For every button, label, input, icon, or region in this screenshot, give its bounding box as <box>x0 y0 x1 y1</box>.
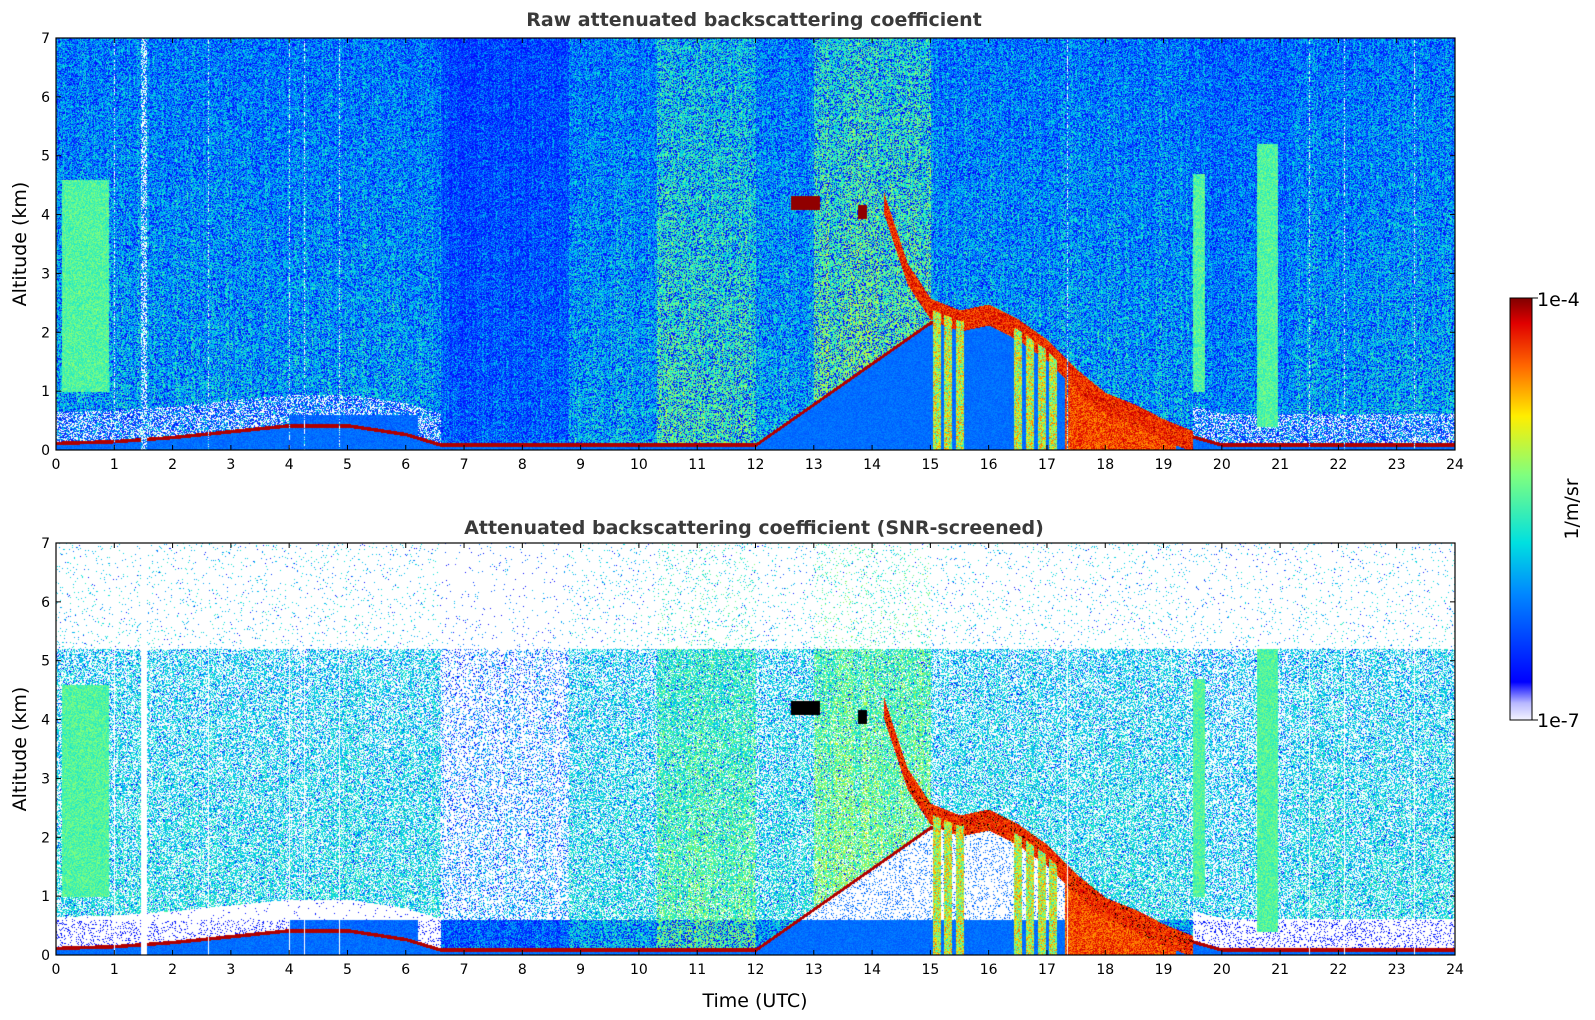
y-tick-label: 1 <box>41 889 50 905</box>
x-tick-label: 2 <box>168 962 177 978</box>
x-tick-label: 17 <box>1038 962 1056 978</box>
y-tick-label: 3 <box>41 266 50 282</box>
x-tick-label: 18 <box>1096 457 1114 473</box>
x-tick-label: 6 <box>401 962 410 978</box>
x-tick-label: 8 <box>518 457 527 473</box>
x-tick-label: 5 <box>343 962 352 978</box>
x-tick-label: 1 <box>110 457 119 473</box>
x-tick-label: 4 <box>285 457 294 473</box>
x-tick-label: 19 <box>1155 962 1173 978</box>
x-tick-label: 13 <box>805 962 823 978</box>
x-tick-label: 0 <box>52 457 61 473</box>
raw-y-axis-label: Altitude (km) <box>9 182 31 307</box>
x-tick-label: 8 <box>518 962 527 978</box>
raw-panel-title: Raw attenuated backscattering coefficien… <box>526 9 982 31</box>
x-tick-label: 22 <box>1330 457 1348 473</box>
x-tick-label: 16 <box>980 962 998 978</box>
y-tick-label: 7 <box>41 536 50 552</box>
x-tick-label: 20 <box>1213 457 1231 473</box>
x-tick-label: 10 <box>630 962 648 978</box>
x-tick-label: 2 <box>168 457 177 473</box>
x-tick-label: 7 <box>460 457 469 473</box>
snr-screened-panel: Attenuated backscattering coefficient (S… <box>9 517 1464 1012</box>
x-tick-label: 12 <box>747 457 765 473</box>
x-tick-label: 24 <box>1446 962 1464 978</box>
screened-panel-title: Attenuated backscattering coefficient (S… <box>464 517 1044 539</box>
raw-y-ticks: 0 1 2 3 4 5 6 7 <box>41 31 1455 459</box>
x-tick-label: 15 <box>921 962 939 978</box>
x-tick-label: 7 <box>460 962 469 978</box>
x-tick-label: 23 <box>1388 457 1406 473</box>
y-tick-label: 4 <box>41 713 50 729</box>
x-tick-label: 12 <box>747 962 765 978</box>
colorbar-min-label: 1e-7 <box>1537 710 1580 732</box>
y-tick-label: 5 <box>41 654 50 670</box>
x-tick-label: 5 <box>343 457 352 473</box>
x-tick-label: 4 <box>285 962 294 978</box>
x-tick-label: 3 <box>226 962 235 978</box>
x-tick-label: 14 <box>863 962 881 978</box>
x-tick-label: 16 <box>980 457 998 473</box>
x-tick-label: 19 <box>1155 457 1173 473</box>
x-axis-label: Time (UTC) <box>701 990 807 1012</box>
x-tick-label: 24 <box>1446 457 1464 473</box>
screened-y-ticks: 0 1 2 3 4 5 6 7 <box>41 536 1455 964</box>
x-tick-label: 9 <box>576 962 585 978</box>
y-tick-label: 2 <box>41 830 50 846</box>
x-tick-label: 22 <box>1330 962 1348 978</box>
x-tick-label: 23 <box>1388 962 1406 978</box>
y-tick-label: 0 <box>41 948 50 964</box>
x-tick-label: 20 <box>1213 962 1231 978</box>
x-tick-label: 1 <box>110 962 119 978</box>
y-tick-label: 7 <box>41 31 50 47</box>
x-tick-label: 18 <box>1096 962 1114 978</box>
x-tick-label: 11 <box>688 457 706 473</box>
colorbar-unit-label: 1/m/sr <box>1561 478 1583 539</box>
y-tick-label: 2 <box>41 325 50 341</box>
colorbar: 1e-4 1e-7 1/m/sr <box>1509 289 1583 732</box>
x-tick-label: 15 <box>921 457 939 473</box>
raw-backscatter-panel: Raw attenuated backscattering coefficien… <box>9 9 1464 473</box>
y-tick-label: 6 <box>41 90 50 106</box>
x-tick-label: 21 <box>1271 962 1289 978</box>
x-tick-label: 0 <box>52 962 61 978</box>
y-tick-label: 3 <box>41 771 50 787</box>
raw-backscatter-heatmap <box>56 38 1455 450</box>
y-tick-label: 4 <box>41 208 50 224</box>
x-tick-label: 11 <box>688 962 706 978</box>
y-tick-label: 0 <box>41 443 50 459</box>
y-tick-label: 1 <box>41 384 50 400</box>
screened-x-ticks: 0 1 2 3 4 5 6 7 8 9 10 11 12 13 14 15 16 17 18 19 20 21 22 23 24 <box>52 543 1464 978</box>
y-tick-label: 6 <box>41 595 50 611</box>
x-tick-label: 3 <box>226 457 235 473</box>
x-tick-label: 17 <box>1038 457 1056 473</box>
x-tick-label: 6 <box>401 457 410 473</box>
x-tick-label: 13 <box>805 457 823 473</box>
x-tick-label: 9 <box>576 457 585 473</box>
raw-x-ticks: 0 1 2 3 4 5 6 7 8 9 10 11 12 13 14 15 16 17 18 19 20 21 22 23 24 <box>52 38 1464 473</box>
screened-y-axis-label: Altitude (km) <box>9 687 31 812</box>
y-tick-label: 5 <box>41 149 50 165</box>
colorbar-gradient <box>1509 297 1533 721</box>
colorbar-max-label: 1e-4 <box>1537 289 1580 311</box>
x-tick-label: 21 <box>1271 457 1289 473</box>
x-tick-label: 14 <box>863 457 881 473</box>
screened-backscatter-heatmap <box>56 543 1455 955</box>
x-tick-label: 10 <box>630 457 648 473</box>
